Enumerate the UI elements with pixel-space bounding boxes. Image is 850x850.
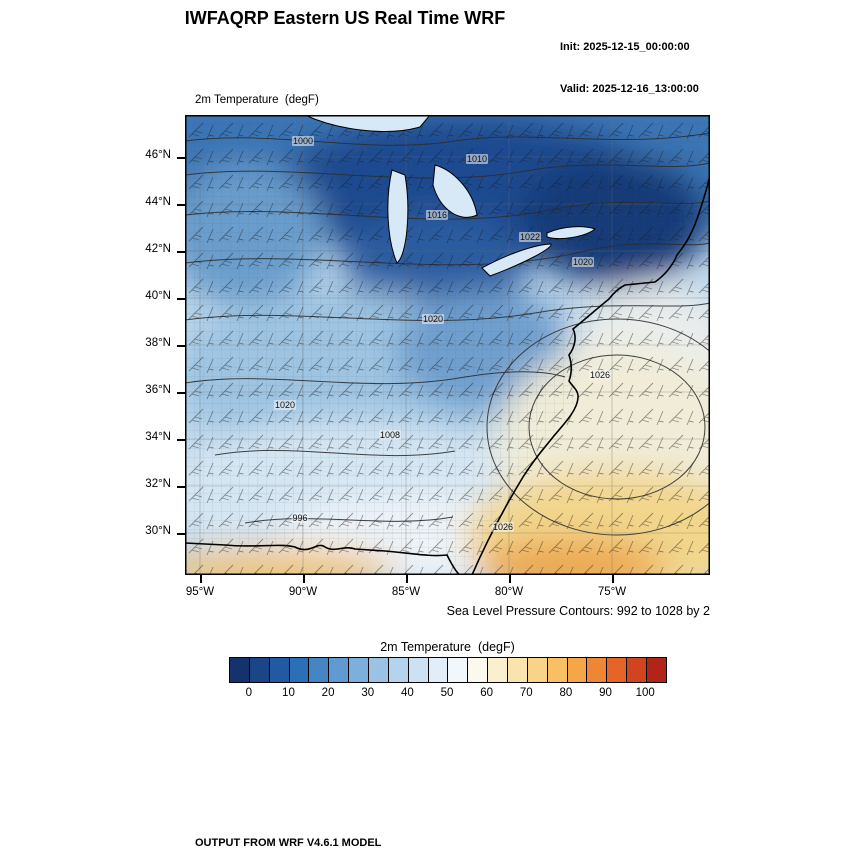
- lat-tickmark: [177, 298, 185, 300]
- lon-axis-label: 80°W: [494, 586, 524, 598]
- colorbar-cell: [626, 658, 647, 682]
- valid-time: Valid: 2025-12-16_13:00:00: [560, 83, 699, 95]
- colorbar-cell: [566, 658, 587, 682]
- lat-axis-label: 34°N: [145, 431, 171, 443]
- longitude-axis: 95°W 90°W 85°W 80°W 75°W: [185, 575, 710, 607]
- colorbar-cell: [348, 658, 369, 682]
- colorbar-cell: [447, 658, 468, 682]
- lon-tickmark: [200, 575, 202, 583]
- coastline: [185, 174, 710, 575]
- map-frame: 1000 1010 1016 1022 1020 1020 1020 1008 996 1026 1…: [185, 115, 710, 575]
- colorbar-cell: [288, 658, 309, 682]
- lat-axis-label: 42°N: [145, 243, 171, 255]
- lat-tickmark: [177, 533, 185, 535]
- colorbar-cell: [368, 658, 388, 682]
- colorbar-tick-label: 0: [245, 687, 253, 699]
- lat-axis-label: 32°N: [145, 478, 171, 490]
- lat-axis-label: 38°N: [145, 337, 171, 349]
- lon-axis-label: 85°W: [391, 586, 421, 598]
- lat-axis-label: 30°N: [145, 525, 171, 537]
- lat-tickmark: [177, 439, 185, 441]
- lat-axis-label: 46°N: [145, 149, 171, 161]
- colorbar-cell: [230, 658, 249, 682]
- lon-tickmark: [612, 575, 614, 583]
- colorbar-tick-labels: 0 10 20 30 40 50 60 70 80 90 100: [229, 687, 665, 703]
- colorbar-cell: [427, 658, 448, 682]
- colorbar-cell: [328, 658, 349, 682]
- colorbar-cell: [487, 658, 508, 682]
- colorbar-tick-label: 100: [635, 687, 655, 699]
- model-footer: OUTPUT FROM WRF V4.6.1 MODEL WE = 310 ; …: [195, 806, 644, 850]
- colorbar-cell: [546, 658, 567, 682]
- init-time: Init: 2025-12-15_00:00:00: [560, 41, 690, 53]
- lat-tickmark: [177, 392, 185, 394]
- colorbar-tick-label: 30: [361, 687, 375, 699]
- colorbar-tick-label: 10: [282, 687, 295, 699]
- colorbar-tick-label: 90: [599, 687, 612, 699]
- lat-tickmark: [177, 204, 185, 206]
- great-lakes: [304, 115, 597, 277]
- lon-tickmark: [509, 575, 511, 583]
- colorbar-cell: [606, 658, 627, 682]
- colorbar-cell: [646, 658, 666, 682]
- lat-tickmark: [177, 157, 185, 159]
- colorbar-cell: [387, 658, 408, 682]
- footer-model-line: OUTPUT FROM WRF V4.6.1 MODEL: [195, 837, 382, 849]
- plot-title: IWFAQRP Eastern US Real Time WRF: [184, 8, 506, 28]
- colorbar-tick-label: 70: [519, 687, 533, 699]
- lat-axis-label: 36°N: [145, 384, 171, 396]
- map-border: [185, 115, 710, 575]
- latitude-axis: 46°N 44°N 42°N 40°N 38°N 36°N 34°N 32°N 30°N: [0, 115, 185, 575]
- colorbar-tick-label: 80: [559, 687, 573, 699]
- lat-tickmark: [177, 251, 185, 253]
- lon-tickmark: [303, 575, 305, 583]
- lon-axis-label: 95°W: [185, 586, 215, 598]
- lat-tickmark: [177, 486, 185, 488]
- colorbar-cell: [248, 658, 269, 682]
- colorbar-cell: [407, 658, 428, 682]
- lat-tickmark: [177, 345, 185, 347]
- colorbar-cell: [268, 658, 289, 682]
- colorbar-title: 2m Temperature (degF): [380, 640, 515, 654]
- colorbar-cell: [507, 658, 527, 682]
- colorbar-cell: [586, 658, 607, 682]
- init-valid-block: Init: 2025-12-15_00:00:00 Valid: 2025-12…: [560, 12, 699, 124]
- lat-axis-label: 44°N: [145, 196, 171, 208]
- lon-tickmark: [406, 575, 408, 583]
- lon-axis-label: 75°W: [597, 586, 627, 598]
- field-temperature: 2m Temperature (degF): [195, 94, 319, 106]
- weather-map: [185, 115, 710, 575]
- colorbar-tick-label: 50: [440, 687, 454, 699]
- lon-axis-label: 90°W: [288, 586, 318, 598]
- colorbar: [229, 657, 667, 683]
- colorbar-cell: [526, 658, 547, 682]
- colorbar-tick-label: 20: [321, 687, 335, 699]
- contour-caption: Sea Level Pressure Contours: 992 to 1028…: [446, 604, 710, 618]
- colorbar-tick-label: 60: [480, 687, 494, 699]
- colorbar-tick-label: 40: [400, 687, 414, 699]
- lat-axis-label: 40°N: [145, 290, 171, 302]
- colorbar-cell: [308, 658, 329, 682]
- colorbar-cell: [467, 658, 488, 682]
